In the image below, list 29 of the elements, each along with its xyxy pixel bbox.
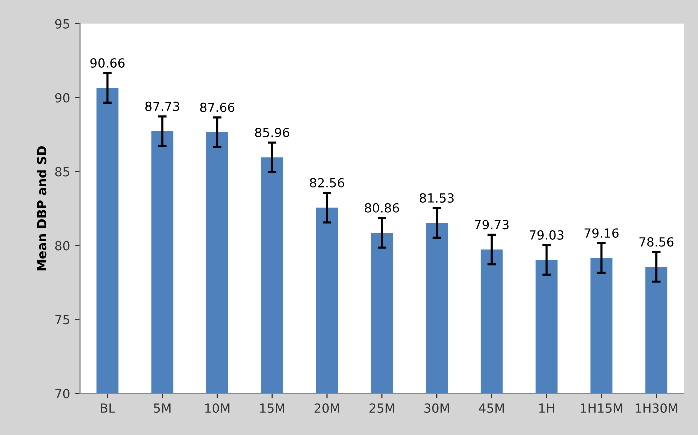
data-label: 81.53: [420, 194, 454, 203]
x-tick-label: 45M: [479, 404, 504, 414]
data-label: 78.56: [640, 237, 674, 247]
data-label: 80.86: [365, 203, 400, 213]
data-label: 87.66: [200, 102, 235, 112]
data-label: 87.73: [146, 102, 180, 112]
x-tick-label: 10M: [206, 404, 230, 414]
data-label: 79.03: [530, 230, 564, 240]
x-tick-label: 1H30M: [636, 404, 678, 414]
y-axis-title: Mean DBP and SD: [36, 146, 47, 271]
data-label: 79.73: [475, 220, 509, 230]
x-tick-label: 1H: [540, 404, 554, 413]
y-tick-label: 75: [56, 315, 70, 325]
x-tick-label: 1H15M: [581, 404, 623, 414]
y-tick-label: 85: [55, 167, 70, 177]
x-tick-label: 20M: [314, 404, 340, 414]
y-tick-label: 80: [55, 241, 70, 251]
data-label: 90.66: [90, 58, 125, 68]
y-tick-label: 95: [55, 19, 70, 29]
y-tick-label: 90: [55, 93, 70, 103]
data-label: 85.96: [255, 128, 290, 138]
y-tick-label: 70: [56, 389, 70, 399]
x-tick-label: 5M: [154, 404, 171, 414]
x-tick-label: BL: [101, 404, 116, 413]
x-tick-label: 25M: [370, 404, 394, 414]
data-label: 82.56: [310, 178, 344, 188]
x-tick-label: 30M: [424, 404, 450, 414]
data-label: 79.16: [584, 228, 619, 238]
x-tick-label: 15M: [260, 404, 285, 414]
